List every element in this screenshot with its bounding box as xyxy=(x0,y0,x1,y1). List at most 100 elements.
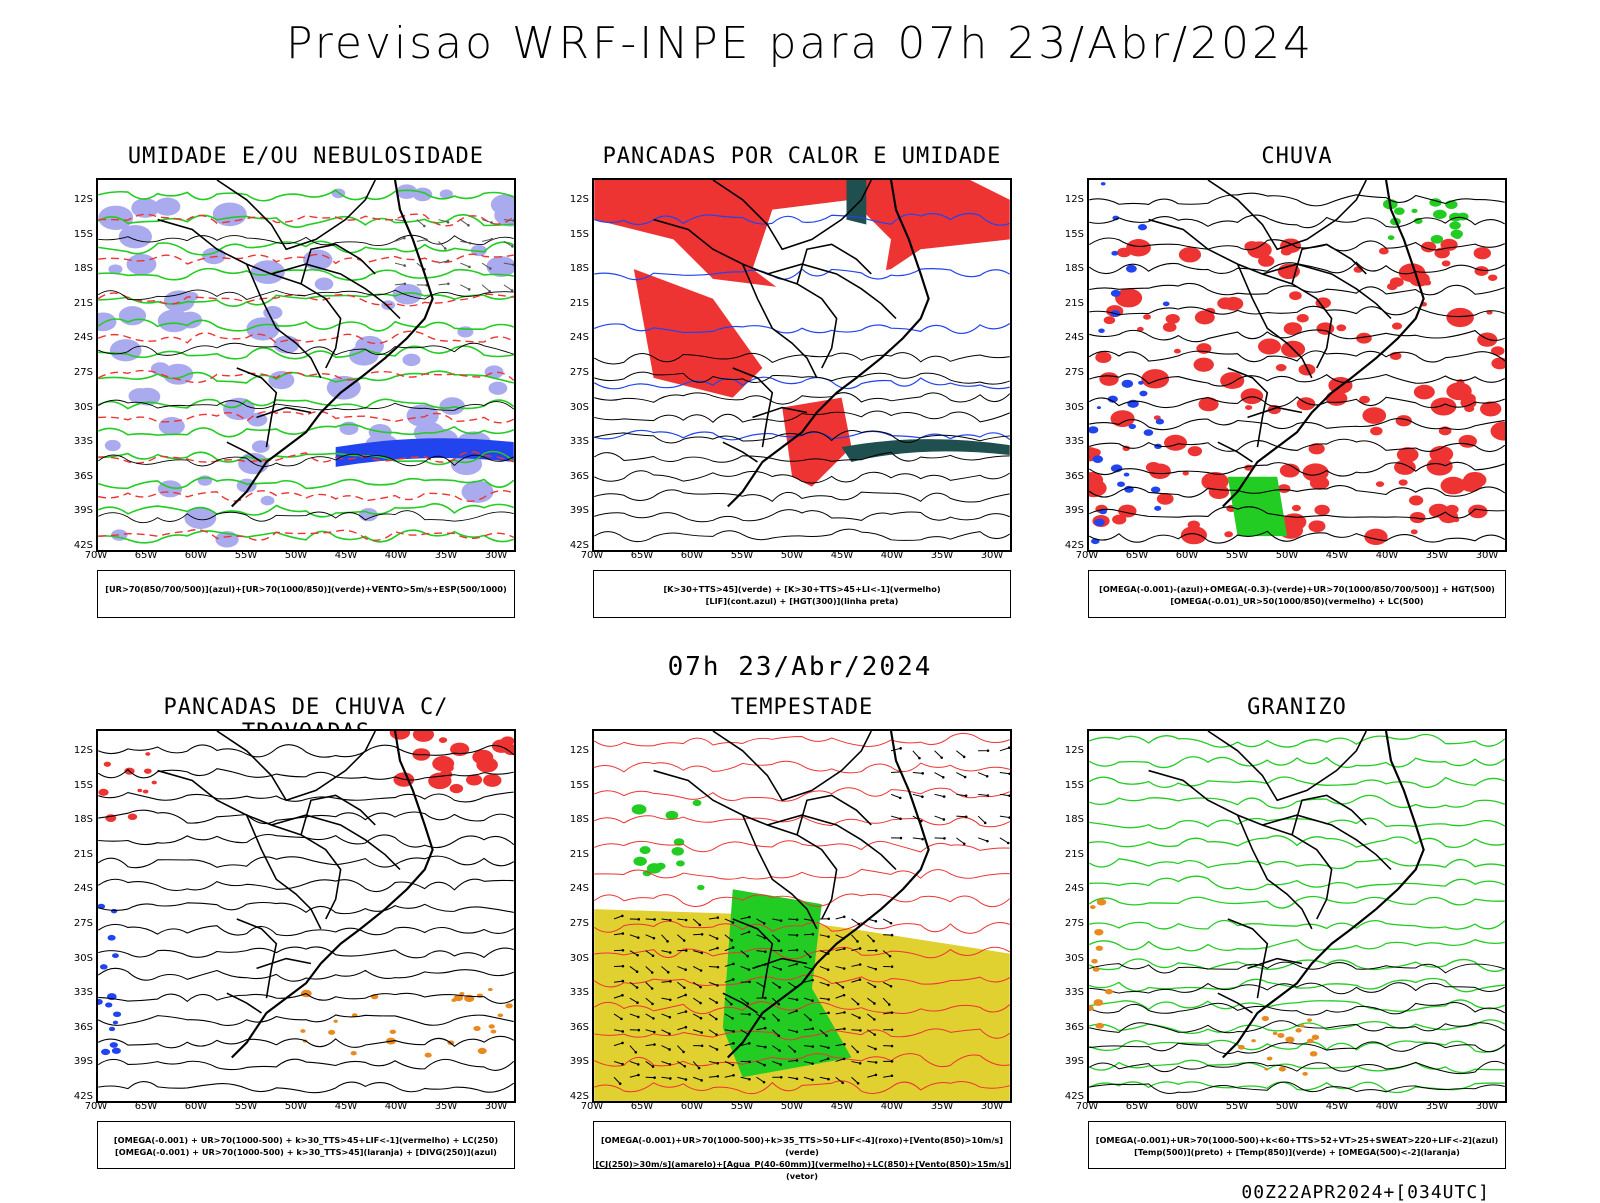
lat-label: 30S xyxy=(1056,953,1084,964)
lat-label: 36S xyxy=(1056,1022,1084,1033)
lon-label: 55W xyxy=(727,1101,757,1112)
lat-label: 12S xyxy=(1056,745,1084,756)
map-canvas-1 xyxy=(98,180,514,550)
lat-label: 18S xyxy=(561,814,589,825)
lon-label: 40W xyxy=(1372,1101,1402,1112)
map-panel-6 xyxy=(1087,729,1507,1103)
lat-label: 33S xyxy=(1056,436,1084,447)
lon-label: 40W xyxy=(1372,550,1402,561)
panel-title-6: GRANIZO xyxy=(1087,695,1507,720)
lon-label: 70W xyxy=(577,1101,607,1112)
lat-label: 15S xyxy=(561,780,589,791)
lon-label: 65W xyxy=(627,1101,657,1112)
legend-line: [OMEGA(-0.001)+UR>70(1000-500)+k<60+TTS>… xyxy=(1089,1134,1505,1146)
legend-line: [K>30+TTS>45](verde) + [K>30+TTS>45+LI<-… xyxy=(594,583,1010,595)
lon-label: 35W xyxy=(431,550,461,561)
lat-label: 21S xyxy=(65,849,93,860)
lat-label: 33S xyxy=(561,436,589,447)
lon-label: 60W xyxy=(1172,550,1202,561)
map-canvas-3 xyxy=(1089,180,1505,550)
legend-line: [CJ(250)>30m/s](amarelo)+[Agua_P(40-60mm… xyxy=(594,1158,1010,1182)
lat-label: 33S xyxy=(65,987,93,998)
lat-label: 24S xyxy=(65,332,93,343)
lat-label: 36S xyxy=(561,471,589,482)
legend-box-4: [OMEGA(-0.001) + UR>70(1000-500) + k>30_… xyxy=(97,1121,515,1169)
lat-label: 21S xyxy=(1056,298,1084,309)
lon-label: 45W xyxy=(331,550,361,561)
map-canvas-2 xyxy=(594,180,1010,550)
lon-label: 60W xyxy=(677,550,707,561)
map-panel-2 xyxy=(592,178,1012,552)
lat-label: 15S xyxy=(65,780,93,791)
legend-line: [OMEGA(-0.001)+UR>70(1000-500)+k>35_TTS>… xyxy=(594,1134,1010,1158)
panel-title-5: TEMPESTADE xyxy=(592,695,1012,720)
lat-label: 30S xyxy=(561,953,589,964)
lon-label: 60W xyxy=(181,1101,211,1112)
panel-title-1: UMIDADE E/OU NEBULOSIDADE xyxy=(96,144,516,169)
legend-line: [OMEGA(-0.001) + UR>70(1000-500) + k>30_… xyxy=(98,1134,514,1146)
valid-time-title: 07h 23/Abr/2024 xyxy=(0,652,1600,682)
legend-line: [OMEGA(-0.001)-(azul)+OMEGA(-0.3)-(verde… xyxy=(1089,583,1505,595)
lat-label: 30S xyxy=(1056,402,1084,413)
lon-label: 70W xyxy=(1072,550,1102,561)
lon-label: 45W xyxy=(827,1101,857,1112)
lon-label: 65W xyxy=(627,550,657,561)
lat-label: 30S xyxy=(65,953,93,964)
lon-label: 30W xyxy=(481,1101,511,1112)
lon-label: 50W xyxy=(1272,550,1302,561)
lat-label: 24S xyxy=(1056,332,1084,343)
lat-label: 27S xyxy=(561,918,589,929)
lon-label: 50W xyxy=(281,1101,311,1112)
lon-label: 55W xyxy=(727,550,757,561)
map-panel-4 xyxy=(96,729,516,1103)
lon-label: 30W xyxy=(1472,1101,1502,1112)
legend-line: [OMEGA(-0.01)_UR>50(1000/850)(vermelho) … xyxy=(1089,595,1505,607)
legend-box-3: [OMEGA(-0.001)-(azul)+OMEGA(-0.3)-(verde… xyxy=(1088,570,1506,618)
lat-label: 18S xyxy=(1056,814,1084,825)
lat-label: 21S xyxy=(561,298,589,309)
lat-label: 39S xyxy=(561,505,589,516)
legend-line: [Temp(500)](preto) + [Temp(850)](verde) … xyxy=(1089,1146,1505,1158)
legend-box-2: [K>30+TTS>45](verde) + [K>30+TTS>45+LI<-… xyxy=(593,570,1011,618)
legend-box-5: [OMEGA(-0.001)+UR>70(1000-500)+k>35_TTS>… xyxy=(593,1121,1011,1169)
lat-label: 18S xyxy=(1056,263,1084,274)
lat-label: 30S xyxy=(65,402,93,413)
lat-label: 36S xyxy=(65,471,93,482)
lon-label: 30W xyxy=(977,550,1007,561)
map-canvas-4 xyxy=(98,731,514,1101)
lat-label: 27S xyxy=(561,367,589,378)
lon-label: 35W xyxy=(431,1101,461,1112)
lon-label: 50W xyxy=(1272,1101,1302,1112)
lon-label: 30W xyxy=(1472,550,1502,561)
map-canvas-5 xyxy=(594,731,1010,1101)
lon-label: 45W xyxy=(1322,1101,1352,1112)
lat-label: 21S xyxy=(1056,849,1084,860)
panel-title-2: PANCADAS POR CALOR E UMIDADE xyxy=(592,144,1012,169)
lat-label: 12S xyxy=(1056,194,1084,205)
lat-label: 39S xyxy=(65,505,93,516)
lat-label: 27S xyxy=(1056,918,1084,929)
lat-label: 15S xyxy=(65,229,93,240)
lon-label: 60W xyxy=(677,1101,707,1112)
lon-label: 35W xyxy=(927,1101,957,1112)
lat-label: 27S xyxy=(65,367,93,378)
lon-label: 50W xyxy=(777,550,807,561)
lon-label: 55W xyxy=(231,550,261,561)
lon-label: 35W xyxy=(1422,550,1452,561)
lat-label: 15S xyxy=(1056,229,1084,240)
map-canvas-6 xyxy=(1089,731,1505,1101)
lat-label: 24S xyxy=(561,883,589,894)
lon-label: 40W xyxy=(381,1101,411,1112)
lat-label: 36S xyxy=(1056,471,1084,482)
legend-line: [UR>70(850/700/500)](azul)+[UR>70(1000/8… xyxy=(98,583,514,595)
lon-label: 60W xyxy=(181,550,211,561)
lat-label: 12S xyxy=(561,745,589,756)
panel-title-3: CHUVA xyxy=(1087,144,1507,169)
lat-label: 33S xyxy=(561,987,589,998)
lat-label: 36S xyxy=(65,1022,93,1033)
lat-label: 15S xyxy=(1056,780,1084,791)
lat-label: 33S xyxy=(65,436,93,447)
lat-label: 24S xyxy=(1056,883,1084,894)
lat-label: 12S xyxy=(65,745,93,756)
lon-label: 65W xyxy=(1122,550,1152,561)
